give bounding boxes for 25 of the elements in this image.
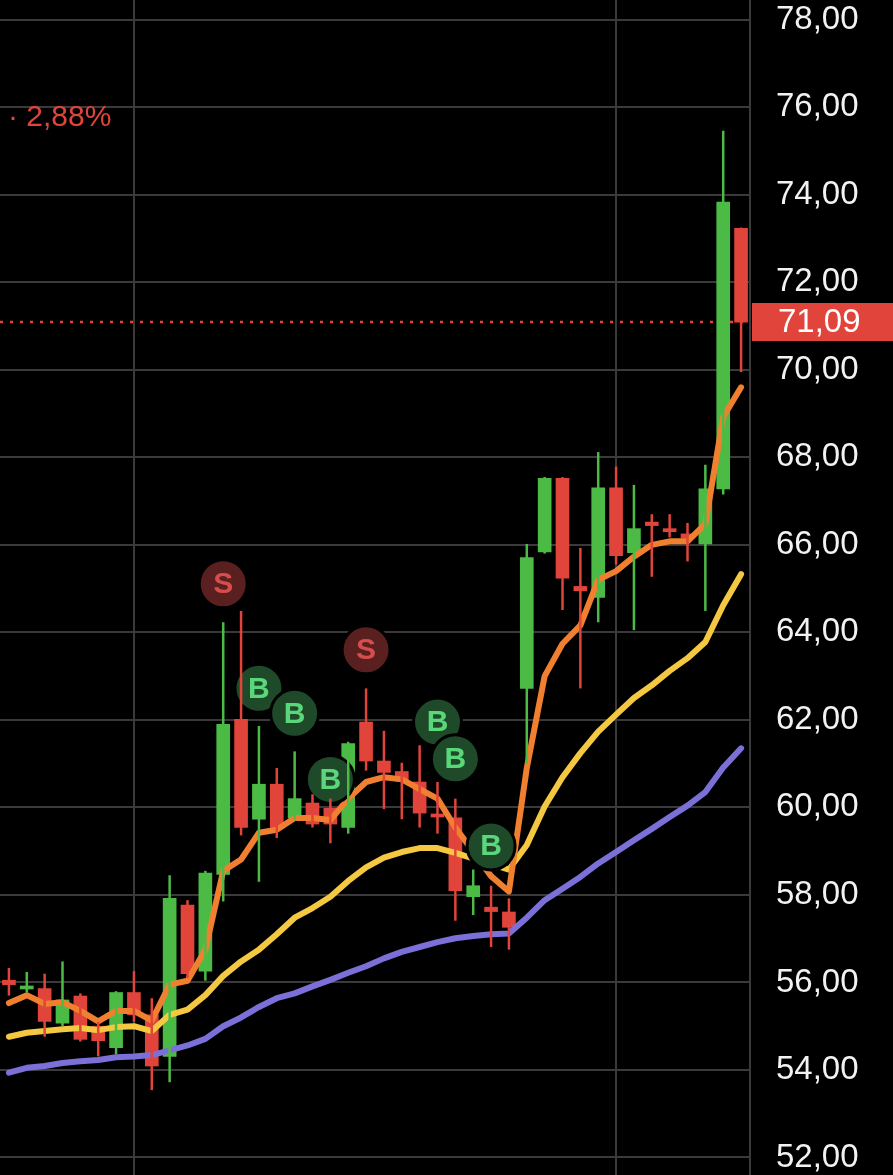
- data-label: B: [444, 741, 467, 775]
- y-tick-label: 72,00: [776, 261, 859, 299]
- y-tick-label: 52,00: [776, 1136, 859, 1174]
- y-tick-label: 76,00: [776, 86, 859, 124]
- annotation: · 2,88%: [8, 99, 112, 133]
- data-label: B: [283, 695, 306, 729]
- y-tick-label: 54,00: [776, 1049, 859, 1087]
- y-tick-label: 74,00: [776, 173, 859, 211]
- y-tick-label: 64,00: [776, 611, 859, 649]
- data-label: B: [248, 670, 270, 704]
- y-tick-label: 58,00: [776, 874, 859, 912]
- data-label: S: [213, 566, 234, 600]
- y-tick-label: 68,00: [776, 436, 859, 474]
- y-tick-label: 62,00: [776, 698, 859, 736]
- data-label: B: [426, 704, 449, 738]
- candlestick: [466, 868, 481, 917]
- ref-line-label: 71,09: [778, 302, 861, 340]
- data-label: S: [356, 632, 377, 666]
- y-tick-label: 70,00: [776, 348, 859, 386]
- y-tick-label: 66,00: [776, 523, 859, 561]
- data-label: B: [319, 761, 342, 795]
- y-tick-label: 60,00: [776, 786, 859, 824]
- data-label: B: [480, 828, 502, 862]
- y-tick-label: 56,00: [776, 961, 859, 999]
- y-tick-label: 78,00: [776, 0, 859, 36]
